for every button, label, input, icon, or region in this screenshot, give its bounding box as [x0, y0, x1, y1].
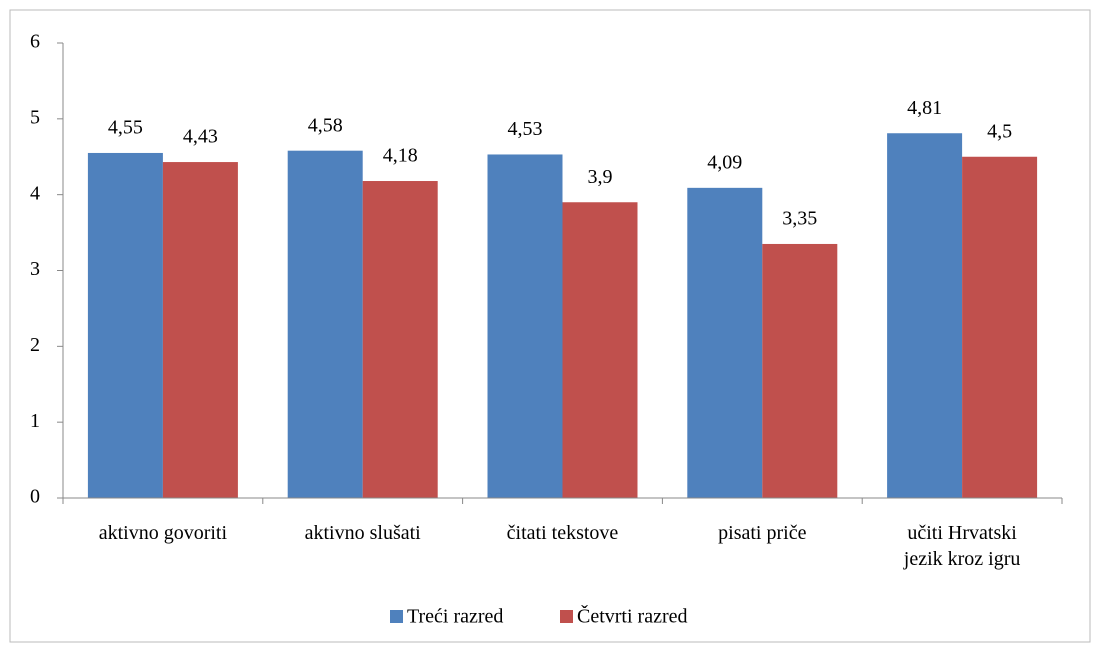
bar: [362, 181, 438, 498]
y-tick-label: 5: [30, 106, 40, 128]
bar: [487, 154, 563, 498]
x-tick-label: pisati priče: [718, 522, 807, 544]
value-label: 4,55: [108, 117, 143, 139]
value-label: 3,9: [588, 166, 613, 188]
x-tick-label: aktivno slušati: [304, 522, 421, 544]
y-tick-label: 6: [30, 31, 40, 53]
bar: [562, 202, 638, 498]
legend-swatch: [390, 610, 403, 623]
bar: [762, 243, 838, 498]
value-label: 3,35: [782, 208, 817, 230]
y-tick-label: 2: [30, 334, 40, 356]
bar: [887, 133, 963, 498]
value-label: 4,58: [308, 114, 343, 136]
value-label: 4,09: [707, 151, 742, 173]
value-label: 4,53: [508, 118, 543, 140]
value-label: 4,81: [907, 97, 942, 119]
value-label: 4,5: [987, 120, 1012, 142]
legend-label: Četvrti razred: [577, 604, 688, 628]
x-tick-label: aktivno govoriti: [98, 522, 228, 544]
y-tick-label: 1: [30, 410, 40, 432]
y-tick-label: 4: [30, 182, 40, 204]
x-tick-label: čitati tekstove: [506, 522, 619, 544]
value-label: 4,43: [183, 126, 218, 148]
bar: [162, 162, 238, 498]
legend-label: Treći razred: [407, 606, 503, 628]
y-tick-label: 0: [30, 486, 40, 508]
bar: [87, 152, 163, 499]
legend-swatch: [560, 610, 573, 623]
frame: [9, 9, 1091, 643]
y-tick-label: 3: [30, 258, 40, 280]
bar: [962, 156, 1038, 498]
x-tick-label: učiti Hrvatski jezik kroz igru: [903, 522, 1021, 570]
bar: [287, 150, 363, 498]
bar: [687, 187, 763, 498]
value-label: 4,18: [383, 145, 418, 167]
